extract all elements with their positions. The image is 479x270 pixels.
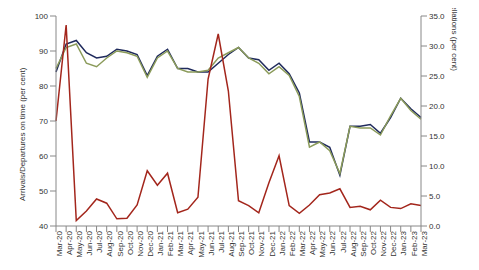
svg-text:Mar-22: Mar-22 xyxy=(298,230,307,256)
svg-text:30.0: 30.0 xyxy=(429,42,445,51)
svg-text:Oct-22: Oct-22 xyxy=(369,230,378,255)
svg-text:Apr-22: Apr-22 xyxy=(308,230,317,255)
svg-text:Feb-21: Feb-21 xyxy=(166,230,175,256)
svg-text:20.0: 20.0 xyxy=(429,102,445,111)
svg-text:Dec-20: Dec-20 xyxy=(146,230,155,256)
svg-text:70: 70 xyxy=(39,117,48,126)
svg-text:Sep-21: Sep-21 xyxy=(237,230,246,256)
svg-text:May-21: May-21 xyxy=(197,230,206,257)
svg-text:50: 50 xyxy=(39,187,48,196)
svg-text:Apr-20: Apr-20 xyxy=(65,230,74,255)
svg-text:15.0: 15.0 xyxy=(429,132,445,141)
svg-text:May-20: May-20 xyxy=(75,230,84,257)
svg-text:25.0: 25.0 xyxy=(429,72,445,81)
svg-text:90: 90 xyxy=(39,47,48,56)
svg-text:Aug-21: Aug-21 xyxy=(227,230,236,256)
svg-text:Nov-21: Nov-21 xyxy=(257,230,266,256)
svg-text:Jan-21: Jan-21 xyxy=(156,230,165,255)
svg-text:Dec-22: Dec-22 xyxy=(389,230,398,256)
svg-text:Arrivals/Departures on time (p: Arrivals/Departures on time (per cent) xyxy=(18,67,27,201)
svg-text:Sep-22: Sep-22 xyxy=(359,230,368,256)
svg-text:5.0: 5.0 xyxy=(429,192,441,201)
svg-text:40: 40 xyxy=(39,222,48,231)
svg-text:60: 60 xyxy=(39,152,48,161)
svg-text:Mar-23: Mar-23 xyxy=(420,230,429,256)
svg-text:Nov-22: Nov-22 xyxy=(379,230,388,256)
svg-text:Oct-20: Oct-20 xyxy=(126,230,135,255)
svg-text:0.0: 0.0 xyxy=(429,222,441,231)
svg-text:Mar-21: Mar-21 xyxy=(176,230,185,256)
svg-text:35.0: 35.0 xyxy=(429,12,445,21)
svg-text:100: 100 xyxy=(35,12,49,21)
svg-text:10.0: 10.0 xyxy=(429,162,445,171)
svg-text:Aug-20: Aug-20 xyxy=(105,230,114,256)
svg-text:Oct-21: Oct-21 xyxy=(247,230,256,255)
svg-text:Sep-20: Sep-20 xyxy=(116,230,125,256)
svg-text:Jan-23: Jan-23 xyxy=(399,230,408,255)
svg-text:Jun-21: Jun-21 xyxy=(207,230,216,255)
svg-text:Feb-22: Feb-22 xyxy=(288,230,297,256)
svg-text:Jul-22: Jul-22 xyxy=(339,230,348,252)
svg-text:Jun-22: Jun-22 xyxy=(328,230,337,255)
svg-text:Dec-21: Dec-21 xyxy=(268,230,277,256)
svg-text:Aug-22: Aug-22 xyxy=(349,230,358,256)
svg-text:80: 80 xyxy=(39,82,48,91)
svg-text:Jun-20: Jun-20 xyxy=(85,230,94,255)
svg-text:Cancellations (per cent): Cancellations (per cent) xyxy=(450,8,459,71)
svg-text:Mar-20: Mar-20 xyxy=(55,230,64,256)
svg-text:Jan-22: Jan-22 xyxy=(278,230,287,255)
svg-text:Feb-23: Feb-23 xyxy=(410,230,419,256)
svg-text:Jul-21: Jul-21 xyxy=(217,230,226,252)
svg-text:May-22: May-22 xyxy=(318,230,327,257)
svg-text:Nov-20: Nov-20 xyxy=(136,230,145,256)
svg-text:Jul-20: Jul-20 xyxy=(95,230,104,252)
svg-text:Apr-21: Apr-21 xyxy=(186,230,195,255)
